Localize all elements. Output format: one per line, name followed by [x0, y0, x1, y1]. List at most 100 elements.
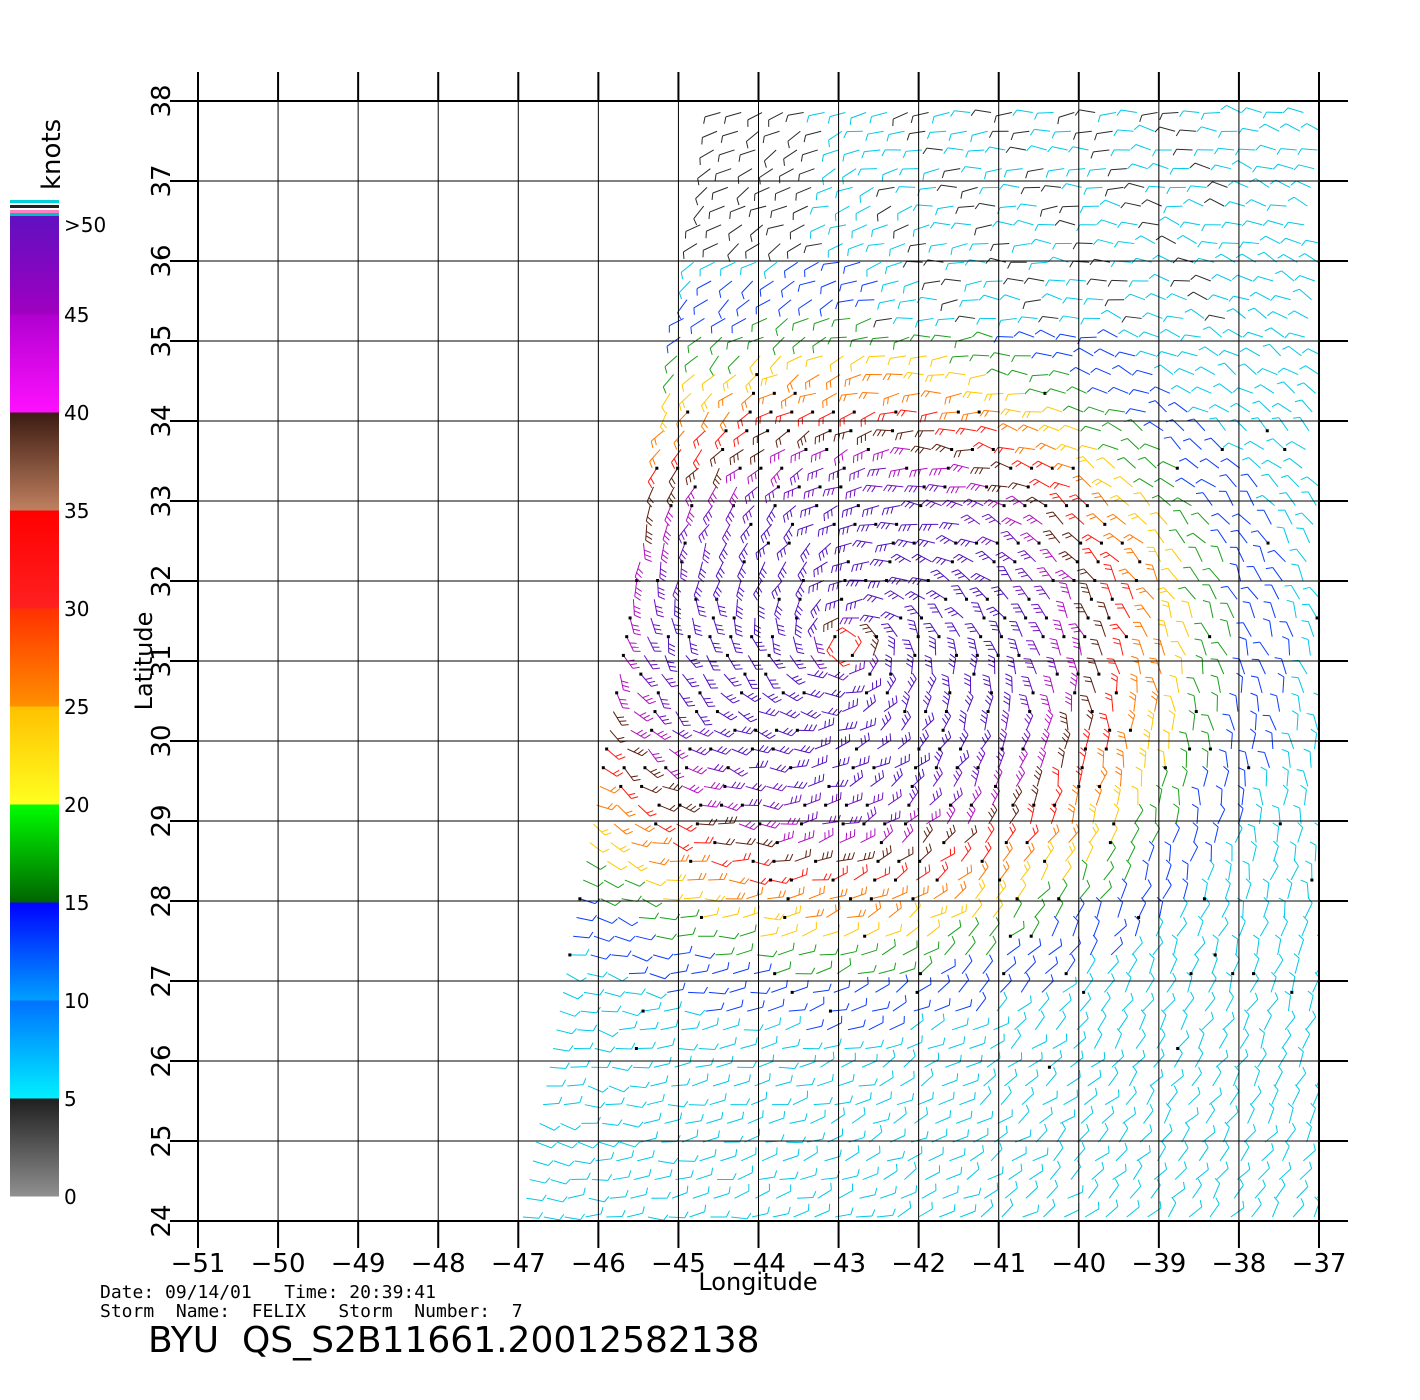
wind-barb [884, 261, 902, 275]
wind-barb [709, 355, 719, 376]
wind-barb [883, 484, 904, 493]
wind-barb [797, 430, 810, 449]
wind-barb [1212, 822, 1219, 843]
wind-barb [852, 447, 870, 464]
wind-barb [1301, 915, 1309, 937]
wind-barb [934, 998, 951, 1012]
wind-barb [1159, 328, 1181, 338]
wind-barb [668, 466, 680, 489]
wind-barb [1226, 972, 1233, 993]
wind-barb [1132, 1049, 1146, 1068]
wind-barb [1142, 859, 1149, 881]
wind-barb [775, 1074, 793, 1087]
wind-barb [848, 1130, 866, 1143]
wind-barb [1086, 168, 1106, 177]
wind-barb [661, 393, 671, 414]
wind-barb [1134, 804, 1144, 825]
wind-barb [1263, 1009, 1272, 1031]
wind-barb [626, 1206, 645, 1218]
wind-barb [1220, 458, 1241, 469]
wind-barb [725, 653, 743, 670]
wind-barb [921, 712, 935, 731]
wind-barb [921, 280, 941, 291]
wind-barb [844, 1041, 864, 1050]
wind-barb [1080, 317, 1100, 325]
wind-barb [1112, 803, 1120, 826]
wind-barb [1007, 482, 1030, 490]
wind-barb [660, 542, 669, 564]
wind-barb [985, 822, 995, 843]
wind-barb [1285, 441, 1306, 450]
wind-barb [783, 522, 795, 545]
wind-barb [1004, 1180, 1018, 1199]
wind-barb [871, 1001, 891, 1012]
wind-barb [653, 1056, 672, 1068]
wind-barb [875, 1091, 892, 1106]
wind-barb [893, 1106, 907, 1124]
wind-barb [858, 392, 879, 400]
wind-barb [1086, 953, 1096, 974]
wind-barb [775, 727, 798, 737]
wind-barb [862, 484, 883, 493]
wind-barb [882, 373, 903, 381]
wind-barb [624, 879, 646, 887]
wind-barb [789, 467, 803, 486]
wind-barb [632, 599, 642, 619]
wind-barb [1023, 658, 1037, 675]
wind-barb [720, 1149, 738, 1162]
wind-barb [576, 914, 597, 922]
wind-barb [1151, 494, 1171, 507]
wind-barb [678, 541, 688, 564]
wind-barb [849, 467, 866, 482]
wind-barb [993, 336, 1014, 343]
wind-barb [663, 893, 684, 901]
longitude-tick-label: −42 [891, 1249, 946, 1279]
wind-barb [862, 694, 876, 712]
wind-barb [948, 130, 967, 141]
wind-barb [859, 1187, 878, 1199]
wind-barb [1208, 972, 1217, 993]
wind-barb [865, 243, 885, 253]
wind-barb [1133, 124, 1155, 132]
wind-barb [820, 261, 840, 272]
latitude-tick-label: 28 [147, 884, 177, 917]
wind-barb [1009, 620, 1023, 637]
wind-barb [942, 1185, 959, 1199]
wind-barb [1203, 198, 1225, 207]
wind-barb [835, 299, 854, 310]
wind-barb [944, 606, 964, 619]
wind-barb [543, 1214, 565, 1221]
wind-barb [898, 523, 918, 532]
wind-barb [722, 907, 741, 918]
wind-barb [929, 466, 950, 476]
y-axis-label: Latitude [130, 612, 158, 711]
wind-barb [954, 880, 967, 900]
wind-barb [1128, 953, 1138, 974]
wind-barb [1243, 1123, 1257, 1143]
wind-barb [835, 186, 853, 199]
wind-barb [1166, 186, 1186, 195]
wind-barb [668, 1211, 689, 1219]
wind-barb [790, 980, 809, 994]
wind-barb [862, 594, 884, 603]
wind-barb [1239, 347, 1261, 357]
wind-barb [836, 852, 855, 862]
wind-barb [716, 1055, 734, 1068]
wind-barb [1171, 497, 1192, 507]
wind-barb [955, 205, 975, 215]
wind-barb [951, 585, 969, 601]
wind-barb [1194, 1047, 1204, 1068]
wind-barb [1076, 456, 1095, 469]
wind-barb [779, 1171, 799, 1181]
wind-barb [646, 486, 654, 508]
wind-barb [699, 1149, 717, 1162]
wind-barb [670, 964, 689, 975]
wind-barb [1052, 351, 1073, 359]
wind-barb [652, 953, 674, 960]
wind-barb [719, 1037, 737, 1049]
wind-barb [1082, 728, 1091, 751]
legend-tick-label: 30 [64, 597, 89, 621]
wind-barb [1033, 585, 1051, 600]
wind-barb [1076, 568, 1097, 583]
wind-barb [1193, 149, 1214, 157]
